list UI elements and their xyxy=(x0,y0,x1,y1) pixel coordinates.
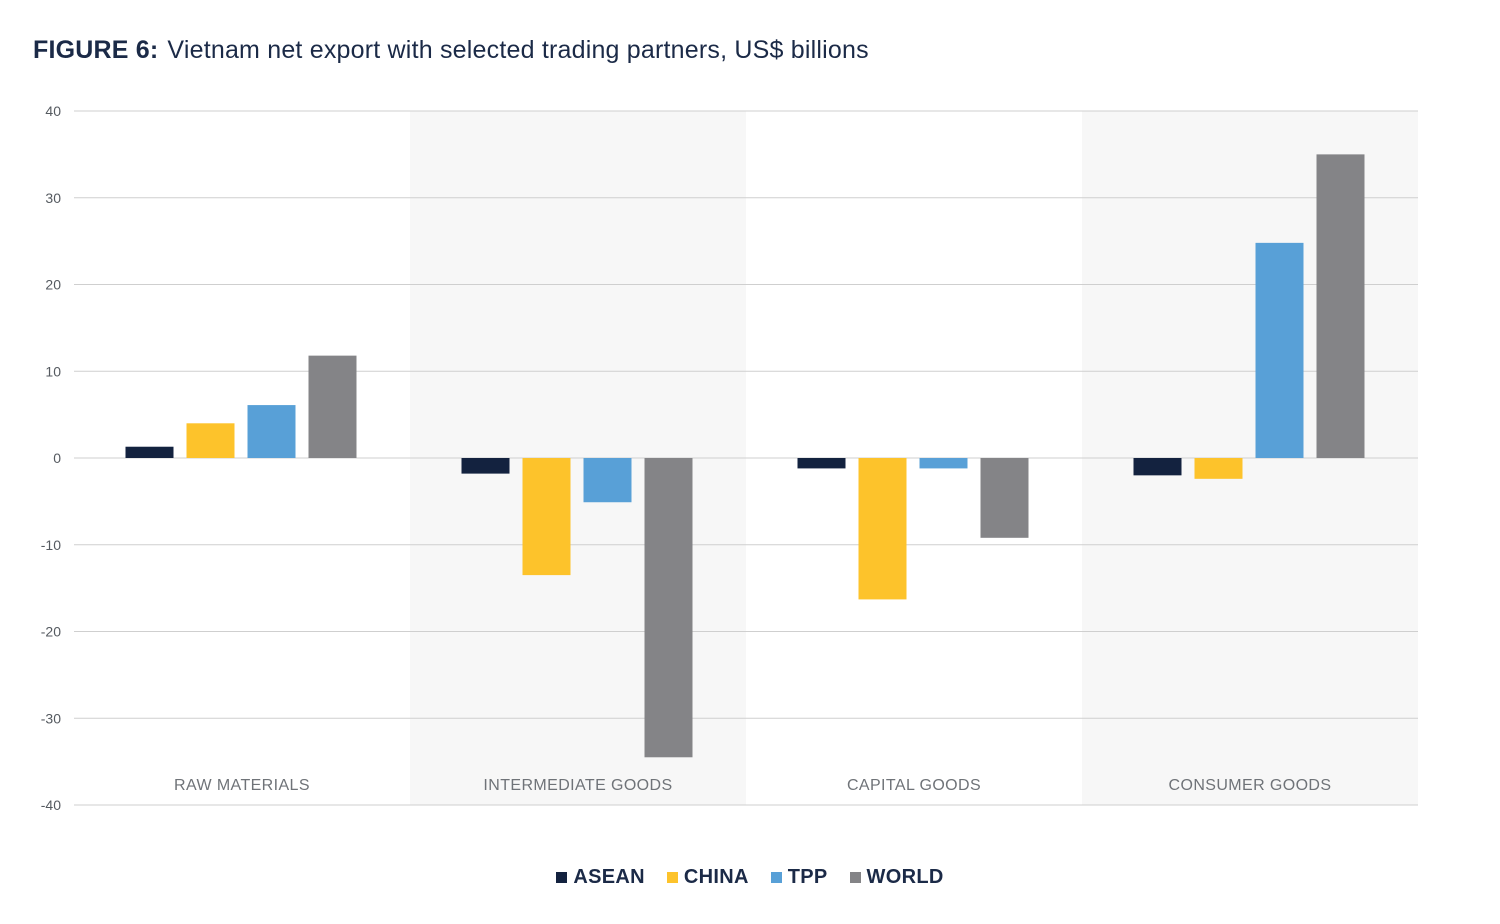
y-tick-label: 30 xyxy=(45,190,61,206)
bar-world xyxy=(644,458,693,758)
y-tick-label: -10 xyxy=(41,537,61,553)
figure-label: FIGURE 6: xyxy=(33,36,159,64)
category-label: RAW MATERIALS xyxy=(174,777,310,794)
y-tick-label: -40 xyxy=(41,797,61,813)
category-label: CONSUMER GOODS xyxy=(1169,777,1332,794)
y-tick-label: -30 xyxy=(41,710,61,726)
legend-swatch xyxy=(556,872,568,883)
legend-item-world: WORLD xyxy=(849,866,944,889)
bar-china xyxy=(858,458,907,600)
bar-asean xyxy=(125,446,174,458)
legend-label: ASEAN xyxy=(573,866,645,888)
legend-item-asean: ASEAN xyxy=(556,866,645,889)
bar-china xyxy=(186,423,235,458)
bar-tpp xyxy=(919,458,968,469)
bar-tpp xyxy=(1255,242,1304,458)
legend: ASEAN CHINA TPP WORLD xyxy=(0,866,1500,889)
bar-asean xyxy=(797,458,846,469)
category-label: INTERMEDIATE GOODS xyxy=(483,777,672,794)
y-tick-label: 40 xyxy=(45,103,61,119)
y-tick-label: 20 xyxy=(45,277,61,293)
bar-china xyxy=(1194,458,1243,479)
figure-title-text: Vietnam net export with selected trading… xyxy=(167,36,869,64)
legend-swatch xyxy=(666,872,678,883)
legend-label: TPP xyxy=(787,866,828,888)
figure-title: FIGURE 6: Vietnam net export with selecte… xyxy=(33,36,869,65)
legend-swatch xyxy=(770,872,782,883)
bar-world xyxy=(308,355,357,458)
bar-tpp xyxy=(583,458,632,503)
y-axis-ticks: 40 30 20 10 0 -10 -20 -30 -40 xyxy=(41,103,61,813)
gridlines xyxy=(74,110,1418,806)
bar-china xyxy=(522,458,571,576)
legend-item-tpp: TPP xyxy=(770,866,828,889)
bar-world xyxy=(980,458,1029,538)
legend-label: WORLD xyxy=(866,866,944,888)
bars xyxy=(125,154,1365,758)
legend-swatch xyxy=(849,872,861,883)
y-tick-label: 0 xyxy=(53,450,61,466)
bar-world xyxy=(1316,154,1365,458)
category-label: CAPITAL GOODS xyxy=(847,777,981,794)
category-labels: RAW MATERIALS INTERMEDIATE GOODS CAPITAL G… xyxy=(174,777,1331,794)
bar-asean xyxy=(1133,458,1182,476)
legend-item-china: CHINA xyxy=(666,866,749,889)
bar-tpp xyxy=(247,405,296,458)
legend-label: CHINA xyxy=(683,866,749,888)
y-tick-label: 10 xyxy=(45,363,61,379)
y-tick-label: -20 xyxy=(41,624,61,640)
bar-asean xyxy=(461,458,510,474)
